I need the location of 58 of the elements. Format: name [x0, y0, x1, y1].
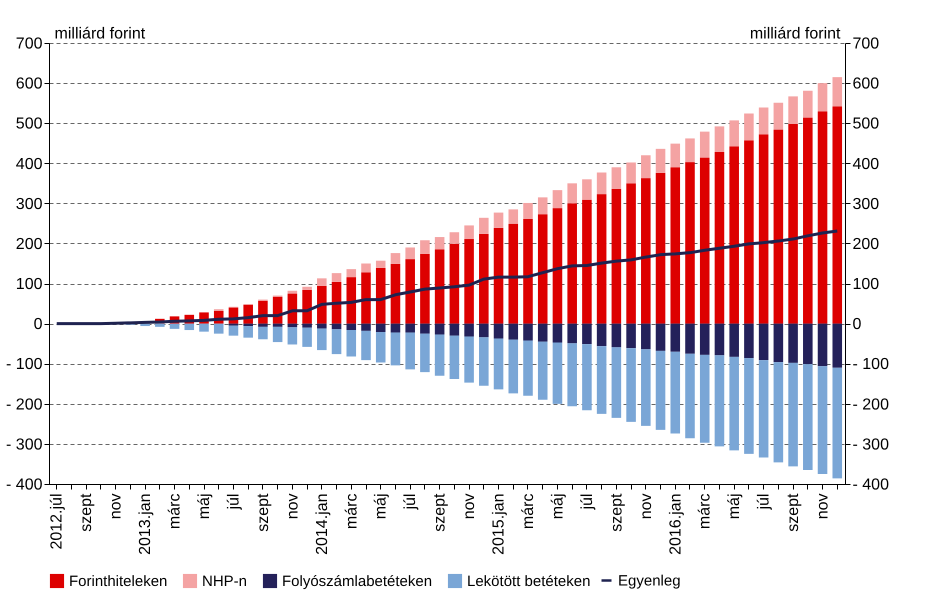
y-tick-label: 600 [16, 76, 43, 93]
y2-tick-label: - 100 [852, 356, 890, 374]
y2-tick-label: - 400 [852, 476, 890, 494]
x-tick-label: márc [696, 494, 714, 530]
y-tick-label: 200 [16, 236, 43, 253]
x-tick-label: máj [549, 494, 566, 520]
x-tick-label: nov [814, 494, 832, 520]
x-tick-label: 2016.jan [667, 494, 684, 555]
x-tick-label: szept [608, 492, 626, 532]
legend-label: Folyószámlabetéteken [282, 573, 432, 590]
x-tick-label: máj [196, 494, 214, 520]
legend-label: NHP-n [202, 573, 248, 590]
y-tick-label: 400 [16, 156, 43, 173]
x-tick-label: máj [372, 494, 390, 520]
y2-tick-label: 100 [852, 276, 880, 294]
x-tick-label: márc [343, 494, 360, 530]
legend-label: Lekötött betéteken [467, 573, 590, 590]
x-tick-label: 2013.jan [137, 494, 154, 555]
x-tick-label: nov [284, 494, 302, 520]
x-tick-label: júl [756, 494, 773, 511]
y-tick-label: 500 [16, 116, 43, 133]
y2-tick-label: 300 [852, 196, 880, 213]
y-tick-label: 0 [34, 316, 43, 334]
y-tick-label: - 300 [6, 436, 43, 454]
y-tick-label: - 400 [6, 476, 43, 494]
y-tick-label: - 100 [6, 356, 43, 374]
x-tick-label: márc [520, 494, 537, 530]
y2-tick-label: 200 [852, 236, 880, 253]
y-tick-label: 100 [16, 276, 43, 294]
x-tick-label: márc [166, 494, 184, 530]
x-tick-label: 2015.jan [490, 494, 508, 555]
y2-tick-label: 500 [852, 116, 880, 133]
y2-tick-label: 600 [852, 76, 880, 93]
y-tick-label: 300 [16, 196, 43, 213]
x-tick-label: nov [461, 494, 478, 520]
y-axis-title: milliárd forint [54, 26, 146, 42]
x-tick-label: szept [78, 492, 96, 532]
y2-tick-label: 400 [852, 156, 880, 173]
x-tick-label: nov [108, 494, 125, 520]
x-tick-label: máj [726, 494, 744, 520]
x-tick-label: júl [402, 494, 420, 511]
x-tick-label: júl [578, 494, 596, 511]
y2-tick-label: 0 [852, 316, 862, 334]
legend-label: Forinthiteleken [69, 573, 168, 590]
x-tick-label: szept [432, 492, 449, 532]
x-tick-label: júl [225, 494, 242, 511]
legend-label: Egyenleg [618, 572, 681, 590]
y2-tick-label: 700 [852, 36, 880, 52]
x-tick-label: szept [254, 492, 272, 532]
y-tick-label: 700 [16, 36, 43, 52]
y2-tick-label: - 200 [852, 396, 890, 414]
x-tick-label: 2014.jan [314, 494, 331, 555]
y-tick-label: - 200 [6, 396, 43, 414]
x-tick-label: nov [638, 494, 655, 520]
y2-axis-title: milliárd forint [750, 26, 842, 42]
y2-tick-label: - 300 [852, 436, 890, 454]
x-tick-label: szept [785, 492, 802, 532]
x-tick-label: 2012.júl [48, 494, 66, 550]
